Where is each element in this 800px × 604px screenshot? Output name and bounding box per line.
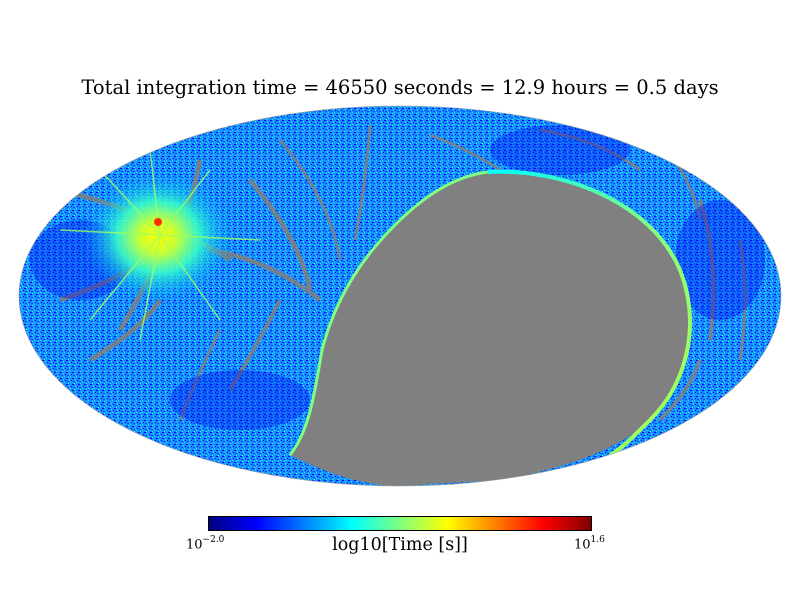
map-boundary	[18, 105, 782, 487]
map-title: Total integration time = 46550 seconds =…	[81, 76, 719, 99]
map-data-layer	[19, 106, 781, 486]
colorbar-max-base: 10	[574, 537, 591, 553]
colorbar-max-tick: 101.6	[574, 535, 605, 553]
colorbar	[208, 516, 592, 531]
colorbar-min-base: 10	[186, 537, 203, 553]
hotspot-peak	[154, 218, 162, 226]
colorbar-label: log10[Time [s]]	[332, 535, 468, 555]
colorbar-max-exponent: 1.6	[590, 535, 605, 545]
colorbar-min-tick: 10−2.0	[186, 535, 225, 553]
unobserved-region	[290, 171, 690, 486]
coverage-rim	[487, 169, 692, 457]
coverage-rim-left	[288, 170, 489, 456]
colorbar-min-exponent: −2.0	[202, 535, 225, 545]
